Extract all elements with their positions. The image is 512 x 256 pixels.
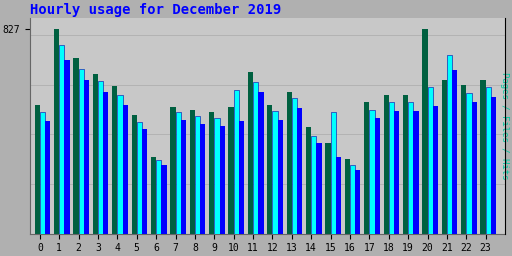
Bar <box>466 93 472 233</box>
Bar <box>442 80 447 233</box>
Bar <box>209 112 215 233</box>
Bar <box>292 99 297 233</box>
Bar <box>84 80 89 233</box>
Bar <box>403 95 408 233</box>
Bar <box>413 111 419 233</box>
Bar <box>336 157 341 233</box>
Bar <box>117 95 122 233</box>
Bar <box>233 90 239 233</box>
Bar <box>40 112 45 233</box>
Bar <box>383 95 389 233</box>
Bar <box>253 82 258 233</box>
Bar <box>228 107 233 233</box>
Text: Hourly usage for December 2019: Hourly usage for December 2019 <box>30 3 282 17</box>
Bar <box>35 105 40 233</box>
Bar <box>364 102 369 233</box>
Bar <box>45 121 50 233</box>
Bar <box>369 110 375 233</box>
Bar <box>239 121 244 233</box>
Bar <box>59 45 65 233</box>
Bar <box>389 102 394 233</box>
Bar <box>93 74 98 233</box>
Bar <box>215 118 220 233</box>
Bar <box>331 112 336 233</box>
Bar <box>345 159 350 233</box>
Bar <box>220 126 225 233</box>
Bar <box>142 130 147 233</box>
Bar <box>408 102 413 233</box>
Bar <box>287 92 292 233</box>
Bar <box>176 112 181 233</box>
Bar <box>350 165 355 233</box>
Bar <box>112 86 117 233</box>
Bar <box>78 69 84 233</box>
Bar <box>480 80 486 233</box>
Bar <box>98 81 103 233</box>
Bar <box>486 87 491 233</box>
Bar <box>195 116 200 233</box>
Bar <box>181 120 186 233</box>
Bar <box>267 105 272 233</box>
Bar <box>122 105 128 233</box>
Bar <box>189 110 195 233</box>
Bar <box>54 29 59 233</box>
Bar <box>325 143 331 233</box>
Bar <box>156 161 161 233</box>
Bar <box>200 124 205 233</box>
Bar <box>73 58 78 233</box>
Bar <box>170 107 176 233</box>
Bar <box>316 143 322 233</box>
Bar <box>375 118 380 233</box>
Bar <box>472 102 477 233</box>
Bar <box>306 127 311 233</box>
Bar <box>248 72 253 233</box>
Bar <box>161 165 166 233</box>
Bar <box>422 29 428 233</box>
Bar <box>461 85 466 233</box>
Bar <box>137 122 142 233</box>
Bar <box>278 120 283 233</box>
Bar <box>491 97 496 233</box>
Bar <box>428 87 433 233</box>
Bar <box>151 157 156 233</box>
Bar <box>65 60 70 233</box>
Bar <box>103 92 109 233</box>
Bar <box>452 70 457 233</box>
Bar <box>132 115 137 233</box>
Bar <box>355 169 360 233</box>
Bar <box>272 111 278 233</box>
Bar <box>311 136 316 233</box>
Bar <box>297 108 302 233</box>
Bar <box>447 55 452 233</box>
Bar <box>258 92 264 233</box>
Y-axis label: Pages / Files / Hits: Pages / Files / Hits <box>500 72 509 179</box>
Bar <box>433 106 438 233</box>
Bar <box>394 111 399 233</box>
